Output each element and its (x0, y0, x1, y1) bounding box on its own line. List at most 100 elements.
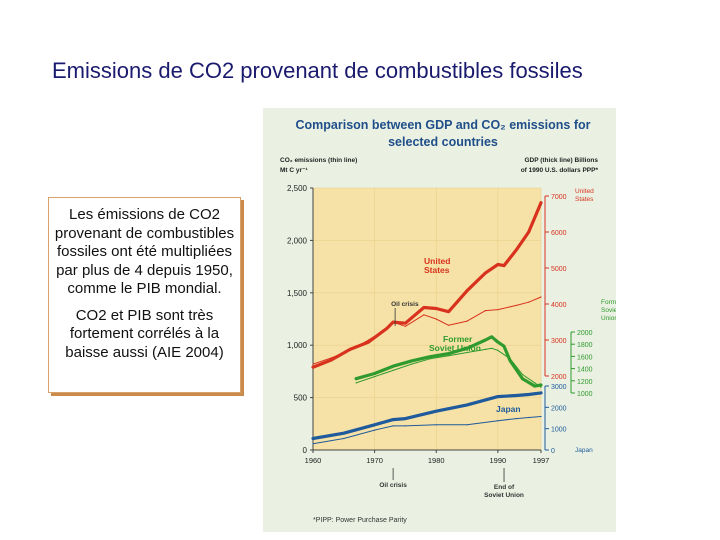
former-soviet-union-co2-point (448, 355, 450, 357)
slide-title: Emissions de CO2 provenant de combustibl… (52, 58, 583, 83)
former-soviet-union-co2-point (509, 358, 511, 360)
fsu-gdp-tick-label: 1600 (577, 354, 593, 361)
japan-gdp-point (539, 391, 543, 395)
united-states-gdp-point (496, 263, 500, 266)
united-states-co2-point (484, 310, 487, 312)
japan-co2-point (515, 418, 517, 420)
japan-co2-point (466, 424, 468, 426)
japan-gdp-point (515, 394, 518, 397)
united-states-gdp-point (404, 322, 407, 325)
us-gdp-tick-label: 2000 (551, 374, 567, 381)
united-states-co2-point (404, 325, 406, 327)
x-tick-label: 1960 (305, 456, 322, 465)
united-states-gdp-point (502, 264, 506, 267)
united-states-co2-point (392, 321, 394, 323)
united-states-gdp-point (311, 366, 315, 369)
japan-gdp-tick-label: 3000 (551, 384, 567, 391)
x-tick-label: 1997 (533, 456, 550, 465)
united-states-gdp-point (515, 248, 518, 251)
japan-co2-point (528, 416, 530, 419)
japan-gdp-tick-label: 2000 (551, 405, 567, 412)
former-soviet-union-gdp-point (496, 340, 500, 344)
x-axis: 1960 1970 1980 1990 1997 (305, 450, 550, 465)
former-soviet-union-co2-point (521, 373, 524, 376)
japan-gdp-point (342, 432, 345, 435)
oil-crisis-bottom-label: Oil crisis (379, 482, 407, 489)
united-states-co2-point (515, 304, 517, 306)
y-tick-label: 1,000 (287, 341, 308, 350)
former-soviet-union-gdp-point (354, 377, 358, 380)
united-states-co2-point (386, 327, 388, 329)
former-soviet-union-co2-point (540, 386, 542, 388)
united-states-gdp-point (422, 306, 426, 309)
united-states-gdp-point (330, 358, 333, 362)
former-soviet-union-gdp-point (447, 352, 450, 355)
former-soviet-union-gdp-point (484, 338, 487, 342)
united-states-gdp-point (435, 307, 438, 310)
japan-gdp-point (391, 418, 395, 421)
left-axis-label-line1: CO₂ emissions (thin line) (280, 157, 357, 164)
former-soviet-union-co2-point (429, 358, 431, 360)
oil-crisis-label: Oil crisis (391, 301, 419, 308)
paragraph-2: CO2 et PIB sont très fortement corrélés … (65, 306, 224, 361)
y-tick-label: 2,000 (287, 236, 308, 245)
japan-gdp-tick-label: 0 (551, 448, 555, 455)
former-soviet-union-gdp-point (410, 359, 413, 363)
former-soviet-union-gdp-point (539, 383, 543, 387)
united-states-gdp-point (527, 230, 530, 234)
japan-co2-point (404, 425, 406, 427)
us-series-label: States (424, 265, 450, 275)
former-soviet-union-gdp-point (373, 372, 376, 375)
former-soviet-union-gdp-point (391, 365, 395, 368)
fsu-gdp-axis-label: Union (601, 315, 616, 322)
us-gdp-tick-label: 6000 (551, 230, 567, 237)
us-gdp-tick-label: 4000 (551, 302, 567, 309)
left-axis-label-line2: Mt C yr⁻¹ (280, 167, 308, 174)
former-soviet-union-co2-point (411, 363, 413, 365)
us-gdp-tick-label: 3000 (551, 338, 567, 345)
united-states-co2-point (448, 324, 450, 326)
united-states-co2-point (497, 309, 499, 311)
former-soviet-union-gdp-point (428, 355, 432, 358)
japan-gdp-tick-label: 1000 (551, 427, 567, 434)
united-states-co2-point (540, 296, 542, 298)
united-states-co2-point (435, 318, 437, 320)
united-states-co2-point (466, 320, 468, 322)
japan-co2-point (497, 420, 499, 422)
japan-co2-point (374, 429, 376, 431)
plot-background (313, 188, 541, 450)
right-axis-label-line2: of 1990 U.S. dollars PPP* (521, 167, 599, 174)
us-gdp-axis-label: States (575, 196, 594, 203)
former-soviet-union-co2-point (484, 348, 487, 350)
y-tick-label: 1,500 (287, 289, 308, 298)
former-soviet-union-co2-point (374, 376, 376, 378)
fsu-gdp-tick-label: 1200 (577, 379, 593, 386)
fsu-gdp-tick-label: 1000 (577, 391, 593, 398)
united-states-gdp-point (447, 310, 450, 313)
japan-series-label: Japan (496, 404, 521, 414)
united-states-gdp-point (484, 271, 487, 275)
former-soviet-union-gdp-point (521, 377, 524, 380)
japan-co2-point (540, 415, 542, 418)
fsu-gdp-axis-label: Former (601, 299, 616, 306)
united-states-co2-point (349, 349, 351, 351)
us-gdp-tick-label: 7000 (551, 194, 567, 201)
us-gdp-tick-label: 5000 (551, 266, 567, 273)
japan-gdp-point (527, 393, 530, 396)
x-tick-label: 1980 (428, 456, 445, 465)
y-tick-label: 500 (294, 394, 308, 403)
former-soviet-union-co2-line (355, 347, 542, 388)
united-states-co2-point (330, 357, 333, 359)
japan-gdp-point (311, 437, 315, 440)
united-states-co2-point (312, 363, 314, 365)
japan-gdp-axis-label: Japan (575, 447, 593, 454)
former-soviet-union-co2-point (466, 351, 468, 354)
chart-figure: Comparison between GDP and CO₂ emissions… (263, 108, 616, 532)
fsu-gdp-tick-label: 2000 (577, 330, 593, 337)
former-soviet-union-gdp-point (465, 347, 469, 350)
fsu-gdp-tick-label: 1400 (577, 367, 593, 374)
united-states-co2-point (528, 301, 530, 303)
japan-gdp-point (404, 417, 407, 420)
former-soviet-union-gdp-point (490, 335, 493, 338)
